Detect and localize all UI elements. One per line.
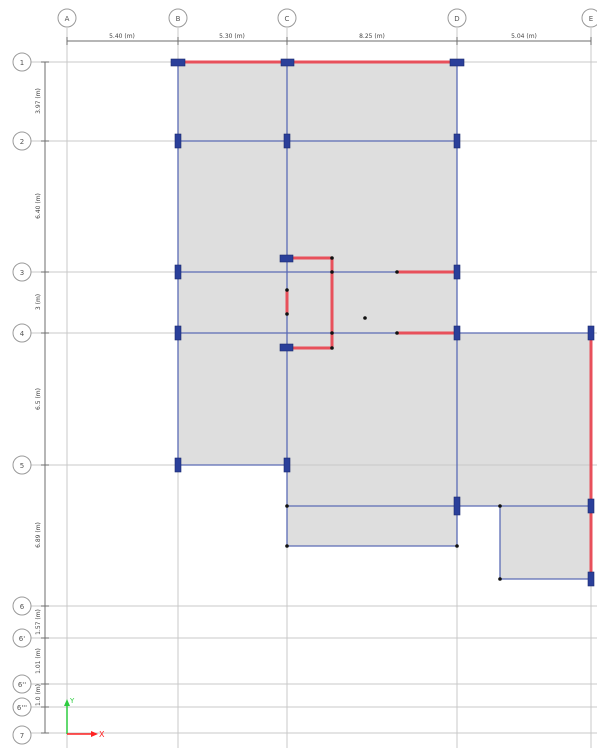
column [453, 496, 461, 516]
grid-bubble-label: 6' [19, 635, 25, 643]
grid-bubble-6 [12, 596, 32, 616]
grid-bubble-b [168, 8, 188, 28]
grid-bubble-label: A [65, 15, 70, 23]
grid-bubble-label: 6''' [17, 704, 27, 712]
dim-label-45: 6.5 (m) [35, 388, 42, 410]
grid-bubble-label: C [285, 15, 290, 23]
nodes [285, 256, 502, 581]
grid-bubble-6p [12, 628, 32, 648]
x-axis-label: X [99, 730, 105, 739]
column [174, 133, 182, 149]
dim-label-34: 3 (m) [35, 294, 42, 310]
column [283, 133, 291, 149]
node [330, 346, 334, 350]
grid-bubble-label: 5 [20, 462, 24, 470]
y-axis-label: Y [69, 697, 75, 705]
grid-bubble-e [581, 8, 597, 28]
grid-bubble-label: B [176, 15, 181, 23]
grid-bubble-5 [12, 455, 32, 475]
grid-bubble-label: 7 [20, 732, 24, 740]
grid-bubble-4 [12, 323, 32, 343]
column [280, 58, 295, 67]
column [174, 264, 182, 280]
node [363, 316, 367, 320]
grid-bubble-6pp [12, 674, 32, 694]
column [587, 325, 595, 341]
dim-label-56: 6.89 (m) [35, 522, 42, 548]
node [330, 331, 334, 335]
top-dimension-line: 5.40 (m) 5.30 (m) 8.25 (m) 5.04 (m) [66, 33, 592, 45]
node [330, 256, 334, 260]
grid-bubble-7 [12, 725, 32, 745]
dim-label-12: 3.97 (m) [35, 88, 42, 114]
grid-bubble-label: 4 [20, 330, 25, 338]
column [174, 457, 182, 473]
grid-bubble-label: 6 [20, 603, 25, 611]
grid-bubble-label: 6'' [18, 681, 26, 689]
node [285, 504, 289, 508]
slab-panel-right-lower [500, 506, 591, 579]
node [285, 544, 289, 548]
node [395, 331, 399, 335]
column [453, 133, 461, 149]
dim-label-6pp6ppp: 1.0 (m) [35, 684, 42, 706]
columns [170, 58, 595, 587]
column [279, 343, 294, 352]
grid-bubble-c [277, 8, 297, 28]
left-dimension-line: 3.97 (m) 6.40 (m) 3 (m) 6.5 (m) 6.89 (m)… [35, 61, 49, 734]
node [498, 504, 502, 508]
grid-bubble-d [447, 8, 467, 28]
walls [178, 60, 593, 579]
grid-bubble-label: 1 [20, 59, 24, 67]
grid-bubble-a [57, 8, 77, 28]
dim-label-bc: 5.30 (m) [219, 33, 245, 40]
grid-bubble-6ppp [12, 697, 32, 717]
column [453, 264, 461, 280]
dim-label-6p6pp: 1.01 (m) [35, 648, 42, 674]
grid-bubble-1 [12, 52, 32, 72]
left-grid-bubbles: 1 2 3 4 5 6 6' 6'' 6''' 7 [12, 52, 32, 745]
node [285, 312, 289, 316]
grid-bubble-label: E [589, 15, 593, 23]
column [174, 325, 182, 341]
x-axis-arrow-head [91, 731, 98, 737]
column [170, 58, 186, 67]
axis-indicator: Y X [64, 697, 105, 739]
column [283, 457, 291, 473]
dim-label-cd: 8.25 (m) [359, 33, 385, 40]
grid-bubble-3 [12, 262, 32, 282]
column [453, 325, 461, 341]
node [455, 544, 459, 548]
top-grid-bubbles: A B C D E [57, 8, 597, 28]
dim-label-23: 6.40 (m) [35, 193, 42, 219]
column [587, 571, 595, 587]
slab-panel-right [457, 333, 591, 506]
node [285, 288, 289, 292]
grid-bubble-label: 2 [20, 138, 24, 146]
node [498, 577, 502, 581]
grid-bubble-label: 3 [20, 269, 24, 277]
slab-areas [178, 62, 591, 579]
dim-label-de: 5.04 (m) [511, 33, 537, 40]
y-axis-arrow-head [64, 699, 70, 706]
column [449, 58, 465, 67]
dim-label-66p: 1.57 (m) [35, 609, 42, 635]
node [395, 270, 399, 274]
dim-label-ab: 5.40 (m) [109, 33, 135, 40]
grid-bubble-label: D [454, 15, 459, 23]
node [330, 270, 334, 274]
grid-bubble-2 [12, 131, 32, 151]
slab-panel-main [178, 62, 457, 465]
column [279, 254, 294, 263]
column [587, 498, 595, 514]
